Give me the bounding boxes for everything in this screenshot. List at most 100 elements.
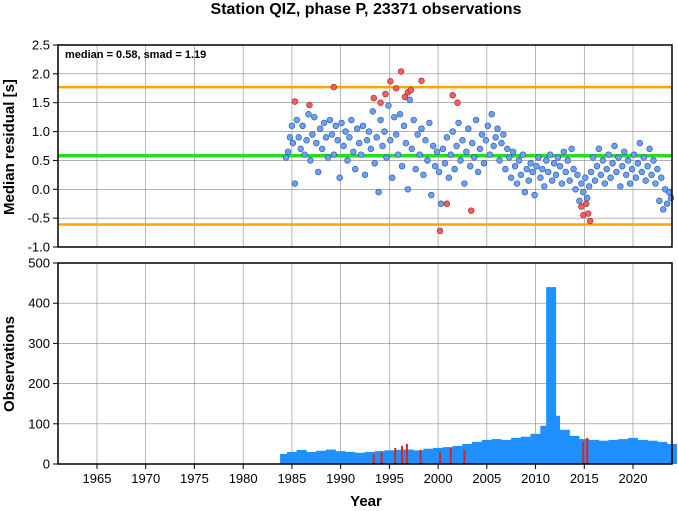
residual-point	[291, 180, 299, 187]
residual-point	[654, 165, 661, 173]
residual-point	[332, 122, 339, 130]
residual-point	[511, 163, 519, 170]
x-tick-label: 2020	[619, 471, 648, 486]
observation-bar	[530, 433, 541, 464]
residual-point	[392, 131, 400, 138]
residual-point	[357, 151, 365, 158]
residual-frame	[57, 44, 673, 248]
outlier-point	[443, 200, 451, 207]
residual-point	[352, 165, 359, 173]
residual-point	[513, 180, 521, 187]
observation-bar	[628, 437, 639, 464]
residual-point	[622, 171, 630, 179]
y-tick-label: 100	[28, 416, 50, 431]
residual-point	[504, 145, 511, 153]
residual-point	[576, 197, 583, 205]
residual-point	[658, 174, 665, 181]
outlier-bar	[439, 451, 442, 464]
residual-point	[439, 145, 447, 153]
residual-point	[309, 131, 316, 138]
residual-point	[476, 145, 484, 153]
residual-point	[418, 125, 425, 132]
residual-point	[638, 168, 645, 176]
observation-bar	[413, 450, 424, 464]
observation-bar	[394, 449, 405, 464]
y-tick-label: 2.0	[32, 66, 50, 81]
residual-point	[490, 142, 497, 150]
residual-point	[354, 125, 361, 132]
residual-point	[328, 131, 336, 138]
residual-point	[644, 163, 651, 170]
residual-point	[420, 171, 427, 179]
residual-point	[324, 154, 332, 161]
residual-point	[617, 183, 624, 190]
residual-point	[613, 168, 620, 176]
residual-point	[311, 113, 318, 121]
residual-point	[615, 154, 622, 161]
x-axis-ticks: 1965 1970 1975 1980 1985 1990 1995 2000 2005 2010…	[83, 464, 648, 486]
residual-point	[640, 154, 647, 161]
residual-points	[282, 68, 675, 235]
residual-point	[492, 134, 499, 141]
residual-point	[400, 122, 408, 130]
observation-bar	[442, 447, 453, 464]
observation-bar	[520, 436, 531, 464]
residual-point	[455, 119, 462, 127]
observation-bar	[423, 448, 434, 464]
outlier-bar	[372, 453, 375, 464]
observation-bar	[618, 439, 629, 464]
residual-point	[509, 148, 517, 155]
residual-point	[383, 154, 390, 161]
residual-y-label: Median residual [s]	[1, 79, 18, 215]
residual-point	[391, 113, 398, 121]
residual-point	[494, 125, 501, 132]
outlier-bar	[449, 447, 452, 464]
residual-point	[299, 122, 306, 130]
observation-bar	[325, 449, 336, 464]
residual-point	[338, 119, 345, 127]
observation-bar	[345, 451, 356, 464]
outlier-bar	[463, 449, 466, 464]
residual-point	[521, 188, 529, 196]
residual-point	[355, 139, 363, 147]
residual-point	[506, 154, 513, 161]
x-tick-label: 1985	[277, 471, 306, 486]
residual-point	[496, 157, 503, 164]
residual-point	[656, 197, 663, 205]
residual-point	[667, 194, 675, 202]
outlier-bar	[586, 437, 589, 464]
residual-point	[459, 137, 466, 144]
residual-point	[539, 165, 546, 173]
observation-bar	[501, 439, 512, 464]
outlier-bar	[405, 443, 408, 464]
observation-bar	[286, 451, 297, 464]
observation-bar	[355, 452, 366, 464]
residual-point	[570, 165, 577, 173]
residual-point	[394, 151, 402, 158]
residual-point	[297, 145, 304, 153]
residual-point	[603, 165, 610, 173]
residual-point	[402, 139, 410, 147]
residual-point	[389, 174, 396, 181]
residual-point	[316, 125, 324, 132]
outlier-point	[382, 90, 389, 98]
residual-point	[537, 174, 544, 181]
residual-point	[535, 154, 542, 161]
residual-point	[406, 96, 414, 104]
residual-point	[652, 180, 659, 187]
y-tick-label: 300	[28, 336, 50, 351]
y-tick-label: 0.5	[32, 153, 50, 168]
observation-bar	[637, 439, 648, 464]
outlier-point	[454, 99, 461, 106]
observation-bar	[481, 439, 492, 464]
residual-point	[498, 139, 505, 147]
observation-bar	[472, 441, 483, 464]
residual-point	[435, 168, 443, 176]
residual-point	[580, 188, 587, 196]
x-tick-label: 1975	[180, 471, 209, 486]
observation-bar	[608, 439, 619, 464]
outlier-point	[584, 210, 592, 217]
x-tick-label: 2000	[424, 471, 453, 486]
residual-point	[469, 139, 476, 147]
